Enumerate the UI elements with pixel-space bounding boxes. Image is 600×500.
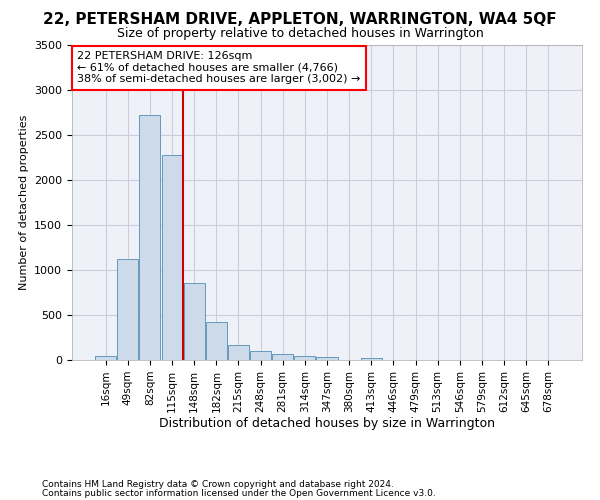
Bar bbox=[161, 155, 182, 360]
Bar bbox=[361, 358, 382, 360]
Bar bbox=[250, 351, 271, 360]
Bar bbox=[118, 259, 139, 360]
Bar bbox=[95, 356, 116, 360]
Bar bbox=[272, 354, 293, 360]
Text: Contains public sector information licensed under the Open Government Licence v3: Contains public sector information licen… bbox=[42, 488, 436, 498]
Bar bbox=[228, 344, 249, 360]
Bar bbox=[295, 356, 316, 360]
Text: 22 PETERSHAM DRIVE: 126sqm
← 61% of detached houses are smaller (4,766)
38% of s: 22 PETERSHAM DRIVE: 126sqm ← 61% of deta… bbox=[77, 52, 361, 84]
Text: Size of property relative to detached houses in Warrington: Size of property relative to detached ho… bbox=[116, 28, 484, 40]
Bar bbox=[184, 282, 205, 360]
Bar bbox=[206, 322, 227, 360]
Text: 22, PETERSHAM DRIVE, APPLETON, WARRINGTON, WA4 5QF: 22, PETERSHAM DRIVE, APPLETON, WARRINGTO… bbox=[43, 12, 557, 28]
Text: Contains HM Land Registry data © Crown copyright and database right 2024.: Contains HM Land Registry data © Crown c… bbox=[42, 480, 394, 489]
Bar bbox=[139, 115, 160, 360]
Bar bbox=[316, 358, 338, 360]
X-axis label: Distribution of detached houses by size in Warrington: Distribution of detached houses by size … bbox=[159, 418, 495, 430]
Y-axis label: Number of detached properties: Number of detached properties bbox=[19, 115, 29, 290]
